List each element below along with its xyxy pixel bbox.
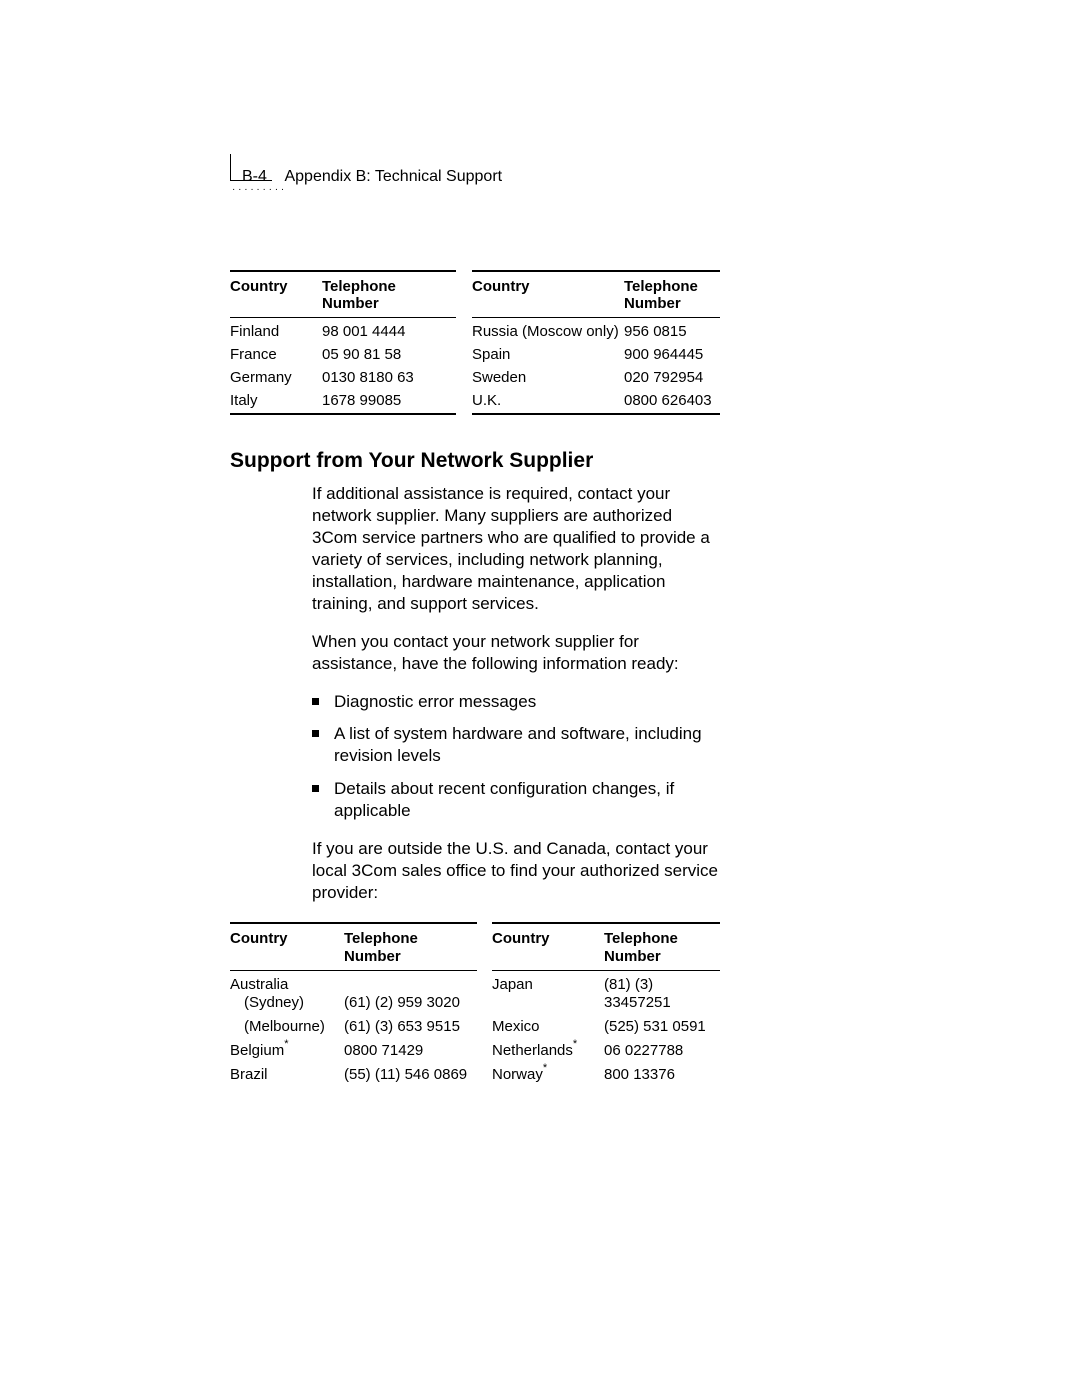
list-item: A list of system hardware and software, … (312, 723, 720, 767)
paragraph: If you are outside the U.S. and Canada, … (312, 838, 720, 904)
phone-table-1-left: Country TelephoneNumber Finland98 001 44… (230, 270, 456, 415)
content: Country TelephoneNumber Finland98 001 44… (230, 270, 720, 1087)
th-country: Country (230, 923, 344, 971)
table-row: Australia(Sydney) (61) (2) 959 3020 (230, 971, 477, 1016)
phone-table-2: Country TelephoneNumber Australia(Sydney… (230, 922, 720, 1087)
table-row: U.K.0800 626403 (472, 389, 720, 413)
page-number: B-4 (242, 168, 267, 185)
table-row: Belgium* 0800 71429 (230, 1039, 477, 1063)
page: B-4 Appendix B: Technical Support · · · … (0, 0, 1080, 1397)
table-row: Germany0130 8180 63 (230, 366, 456, 389)
th-phone: TelephoneNumber (624, 271, 720, 317)
table-row: Mexico (525) 531 0591 (492, 1015, 720, 1039)
list-item: Details about recent configuration chang… (312, 778, 720, 822)
table-row: Sweden020 792954 (472, 366, 720, 389)
list-item: Diagnostic error messages (312, 691, 720, 713)
phone-table-2-right: Country TelephoneNumber Japan (81) (3) 3… (492, 922, 720, 1087)
section-body: If additional assistance is required, co… (312, 483, 720, 905)
table-row: (Melbourne) (61) (3) 653 9515 (230, 1015, 477, 1039)
table-row: Japan (81) (3) 33457251 (492, 971, 720, 1016)
phone-table-1-right: Country TelephoneNumber Russia (Moscow o… (472, 270, 720, 415)
table-row: Spain900 964445 (472, 343, 720, 366)
page-header: B-4 Appendix B: Technical Support · · · … (230, 180, 1080, 230)
th-phone: TelephoneNumber (604, 923, 720, 971)
table-row: Brazil (55) (11) 546 0869 (230, 1063, 477, 1087)
bullet-list: Diagnostic error messages A list of syst… (312, 691, 720, 821)
table-row: Finland98 001 4444 (230, 317, 456, 343)
header-title: Appendix B: Technical Support (284, 168, 502, 185)
table-row: Norway* 800 13376 (492, 1063, 720, 1087)
dotted-decoration: · · · · · · · · · (232, 184, 276, 195)
section-heading: Support from Your Network Supplier (230, 449, 720, 473)
th-country: Country (230, 271, 322, 317)
th-country: Country (472, 271, 624, 317)
paragraph: If additional assistance is required, co… (312, 483, 720, 616)
table-row: France05 90 81 58 (230, 343, 456, 366)
phone-table-1: Country TelephoneNumber Finland98 001 44… (230, 270, 720, 415)
th-phone: TelephoneNumber (322, 271, 456, 317)
paragraph: When you contact your network supplier f… (312, 631, 720, 675)
table-row: Russia (Moscow only)956 0815 (472, 317, 720, 343)
table-row: Italy1678 99085 (230, 389, 456, 413)
th-phone: TelephoneNumber (344, 923, 477, 971)
th-country: Country (492, 923, 604, 971)
table-row: Netherlands* 06 0227788 (492, 1039, 720, 1063)
header-rule-vertical (230, 154, 231, 180)
phone-table-2-left: Country TelephoneNumber Australia(Sydney… (230, 922, 477, 1087)
